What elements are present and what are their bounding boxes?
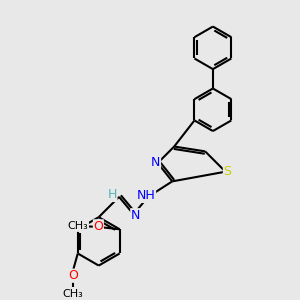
Text: S: S xyxy=(224,165,231,178)
Text: CH₃: CH₃ xyxy=(68,221,88,231)
Text: O: O xyxy=(93,220,103,233)
Text: NH: NH xyxy=(137,189,155,203)
Text: N: N xyxy=(151,155,160,169)
Text: H: H xyxy=(108,188,117,201)
Text: CH₃: CH₃ xyxy=(63,289,83,299)
Text: O: O xyxy=(68,269,78,282)
Text: N: N xyxy=(131,209,140,222)
